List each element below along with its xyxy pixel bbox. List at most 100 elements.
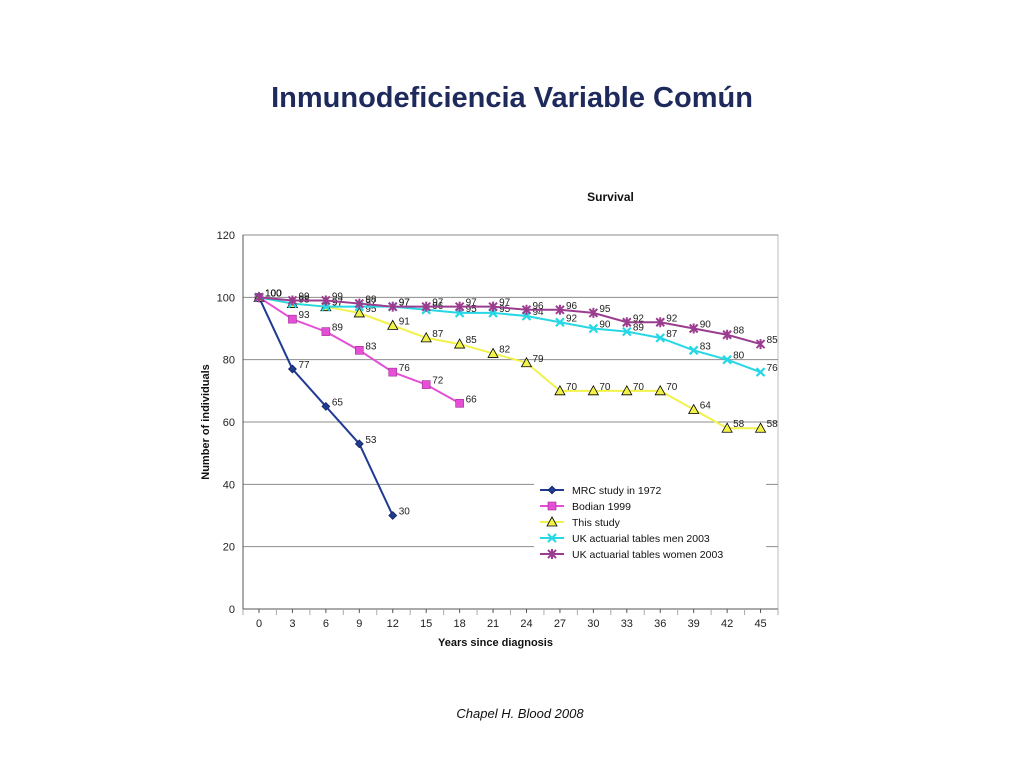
citation-caption: Chapel H. Blood 2008 bbox=[456, 706, 584, 721]
data-label: 100 bbox=[265, 288, 282, 299]
data-point bbox=[555, 304, 565, 315]
legend-entry: Bodian 1999 bbox=[572, 501, 631, 513]
data-point bbox=[354, 298, 365, 309]
data-label: 66 bbox=[466, 394, 478, 405]
y-tick-label: 120 bbox=[217, 230, 235, 242]
data-point bbox=[321, 401, 331, 411]
data-label: 83 bbox=[700, 341, 712, 352]
data-label: 92 bbox=[666, 313, 678, 324]
data-point bbox=[721, 422, 733, 433]
data-label: 97 bbox=[332, 298, 344, 309]
data-label: 97 bbox=[499, 298, 511, 309]
data-point bbox=[321, 327, 331, 336]
data-label: 99 bbox=[298, 291, 310, 302]
data-label: 82 bbox=[499, 344, 511, 355]
data-label: 97 bbox=[466, 298, 478, 309]
y-tick-label: 60 bbox=[223, 417, 235, 429]
data-point bbox=[254, 292, 264, 303]
data-point bbox=[554, 385, 566, 396]
legend-box bbox=[534, 478, 766, 570]
data-label: 90 bbox=[700, 320, 712, 331]
data-label: 87 bbox=[432, 329, 444, 340]
x-tick-label: 3 bbox=[289, 618, 295, 630]
data-label: 95 bbox=[466, 304, 478, 315]
legend-entry: UK actuarial tables women 2003 bbox=[572, 549, 723, 561]
x-tick-label: 18 bbox=[454, 618, 466, 630]
series-line bbox=[258, 296, 761, 430]
data-label: 92 bbox=[633, 313, 645, 324]
x-tick-label: 42 bbox=[721, 618, 733, 630]
data-label: 97 bbox=[332, 298, 344, 309]
data-label: 76 bbox=[767, 363, 779, 374]
data-label: 92 bbox=[566, 313, 578, 324]
x-tick-label: 27 bbox=[554, 618, 566, 630]
data-point bbox=[655, 317, 665, 328]
data-point bbox=[654, 385, 666, 396]
x-tick-label: 39 bbox=[688, 618, 700, 630]
data-point bbox=[421, 380, 431, 389]
x-tick-label: 15 bbox=[420, 618, 432, 630]
data-point bbox=[354, 439, 364, 449]
data-point bbox=[688, 403, 700, 414]
x-tick-label: 45 bbox=[754, 618, 766, 630]
data-point bbox=[453, 338, 466, 349]
data-label: 95 bbox=[599, 304, 611, 315]
data-point bbox=[420, 332, 432, 343]
data-point bbox=[622, 326, 632, 337]
x-tick-label: 9 bbox=[356, 618, 362, 630]
legend-entry: This study bbox=[572, 517, 621, 529]
data-point bbox=[688, 345, 699, 356]
data-label: 70 bbox=[599, 382, 611, 393]
x-tick-label: 36 bbox=[654, 618, 666, 630]
x-tick-label: 33 bbox=[621, 618, 633, 630]
data-point bbox=[722, 329, 732, 340]
data-label: 79 bbox=[533, 354, 545, 365]
data-label: 88 bbox=[733, 326, 745, 337]
chart-title: Survival bbox=[587, 190, 634, 204]
x-axis-label: Years since diagnosis bbox=[438, 637, 553, 649]
x-tick-label: 0 bbox=[256, 618, 262, 630]
data-point bbox=[321, 295, 331, 306]
data-label: 85 bbox=[466, 335, 478, 346]
data-point bbox=[388, 511, 398, 520]
data-label: 90 bbox=[599, 320, 611, 331]
data-point bbox=[655, 333, 666, 343]
data-point bbox=[387, 319, 399, 330]
data-label: 80 bbox=[733, 351, 745, 362]
legend-entry: UK actuarial tables men 2003 bbox=[572, 533, 710, 545]
data-point bbox=[588, 307, 599, 318]
data-label: 58 bbox=[733, 419, 745, 430]
data-label: 85 bbox=[767, 335, 779, 346]
data-label: 53 bbox=[365, 435, 377, 446]
data-point bbox=[454, 301, 465, 312]
data-point bbox=[288, 364, 297, 374]
data-label: 95 bbox=[365, 304, 377, 315]
data-label: 96 bbox=[566, 301, 578, 312]
data-point bbox=[688, 323, 699, 334]
data-label: 91 bbox=[399, 316, 411, 327]
data-label: 99 bbox=[332, 291, 344, 302]
legend-swatch-marker bbox=[547, 549, 557, 559]
data-label: 93 bbox=[298, 310, 310, 321]
data-label: 100 bbox=[265, 288, 282, 299]
y-tick-label: 20 bbox=[223, 542, 235, 554]
data-label: 70 bbox=[666, 382, 678, 393]
y-tick-label: 100 bbox=[217, 292, 235, 304]
data-point bbox=[287, 295, 298, 306]
data-point bbox=[622, 317, 632, 328]
data-label: 97 bbox=[399, 298, 411, 309]
x-tick-label: 21 bbox=[487, 618, 499, 630]
x-tick-label: 6 bbox=[323, 618, 329, 630]
data-point bbox=[455, 399, 464, 408]
data-label: 65 bbox=[332, 397, 344, 408]
data-label: 96 bbox=[533, 301, 545, 312]
data-point bbox=[353, 307, 365, 318]
data-label: 30 bbox=[399, 507, 411, 518]
series-line bbox=[258, 296, 761, 346]
data-point bbox=[421, 301, 431, 312]
survival-chart: 0 20 40 60 80 100 120 0 3 6 9 12 15 18 21 24 27 30 33 36 39 4… bbox=[195, 180, 790, 660]
data-label: 94 bbox=[533, 307, 545, 318]
data-label: 89 bbox=[332, 323, 344, 334]
y-axis-label: Number of individuals bbox=[200, 364, 212, 480]
data-point bbox=[588, 323, 599, 334]
